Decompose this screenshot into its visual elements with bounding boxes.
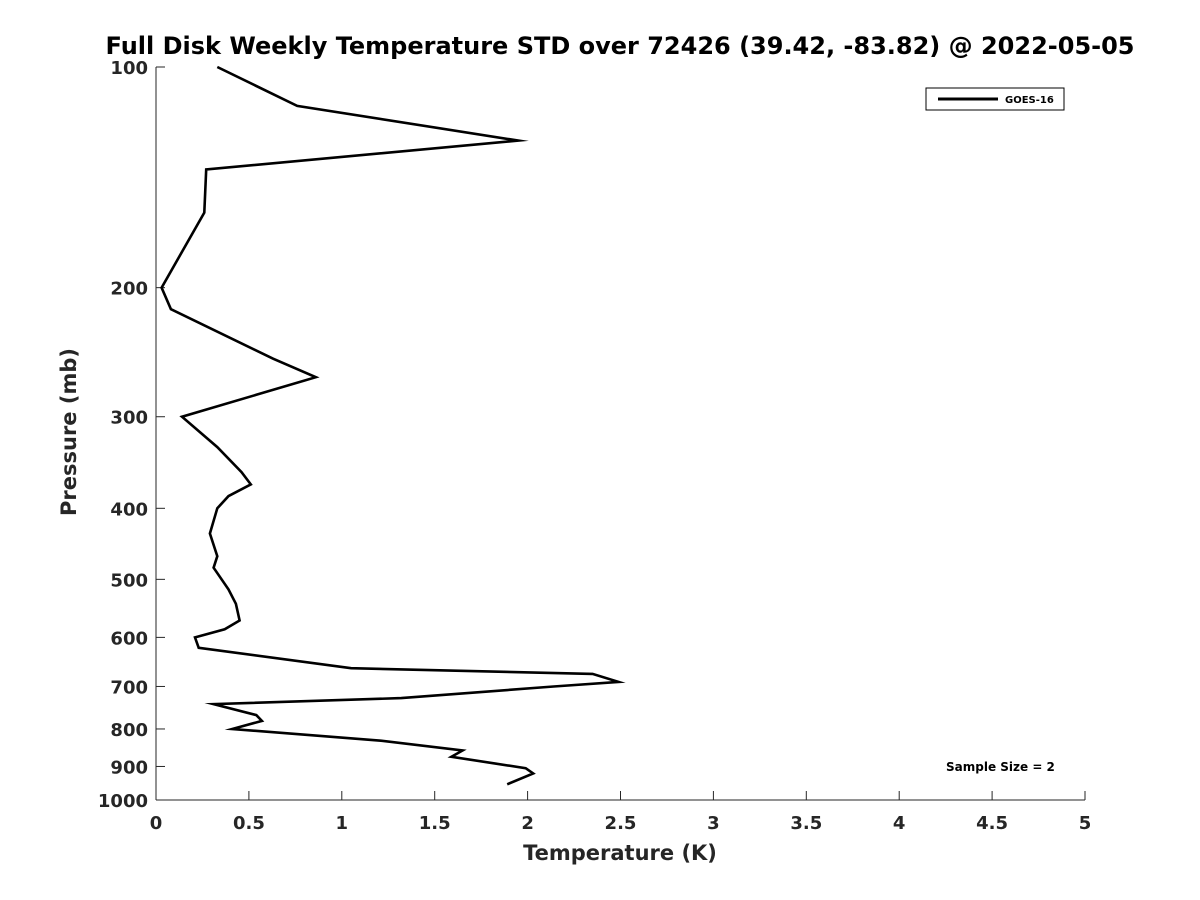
y-axis-label: Pressure (mb) xyxy=(57,348,81,516)
y-tick-label: 400 xyxy=(110,499,148,520)
x-tick-label: 5 xyxy=(1079,813,1092,834)
y-axis-ticks: 100 200 300 400 500 600 700 800 900 1000 xyxy=(98,58,165,812)
y-tick-label: 500 xyxy=(110,570,148,591)
x-tick-label: 4 xyxy=(893,813,906,834)
x-tick-label: 4.5 xyxy=(976,813,1008,834)
y-tick-label: 800 xyxy=(110,720,148,741)
x-tick-label: 3 xyxy=(707,813,720,834)
sample-size-annotation: Sample Size = 2 xyxy=(946,760,1055,774)
x-tick-label: 1.5 xyxy=(419,813,451,834)
legend: GOES-16 xyxy=(925,87,1065,111)
y-tick-label: 900 xyxy=(110,757,148,778)
x-tick-label: 0.5 xyxy=(233,813,265,834)
x-tick-label: 1 xyxy=(336,813,349,834)
y-tick-label: 100 xyxy=(110,58,148,79)
x-tick-label: 2.5 xyxy=(605,813,637,834)
y-tick-label: 300 xyxy=(110,408,148,429)
x-tick-label: 2 xyxy=(521,813,534,834)
x-tick-label: 0 xyxy=(150,813,163,834)
axes xyxy=(155,67,1085,801)
series-layer xyxy=(160,65,626,786)
chart-title: Full Disk Weekly Temperature STD over 72… xyxy=(106,32,1135,60)
x-axis-ticks: 0 0.5 1 1.5 2 2.5 3 3.5 4 4.5 5 xyxy=(150,791,1092,834)
y-tick-label: 200 xyxy=(110,279,148,300)
y-tick-label: 600 xyxy=(110,628,148,649)
x-axis-label: Temperature (K) xyxy=(523,841,717,865)
series-line-goes-16 xyxy=(160,65,626,786)
x-tick-label: 3.5 xyxy=(790,813,822,834)
y-tick-label: 700 xyxy=(110,677,148,698)
legend-label-goes-16: GOES-16 xyxy=(1005,95,1054,106)
y-tick-label: 1000 xyxy=(98,791,148,812)
